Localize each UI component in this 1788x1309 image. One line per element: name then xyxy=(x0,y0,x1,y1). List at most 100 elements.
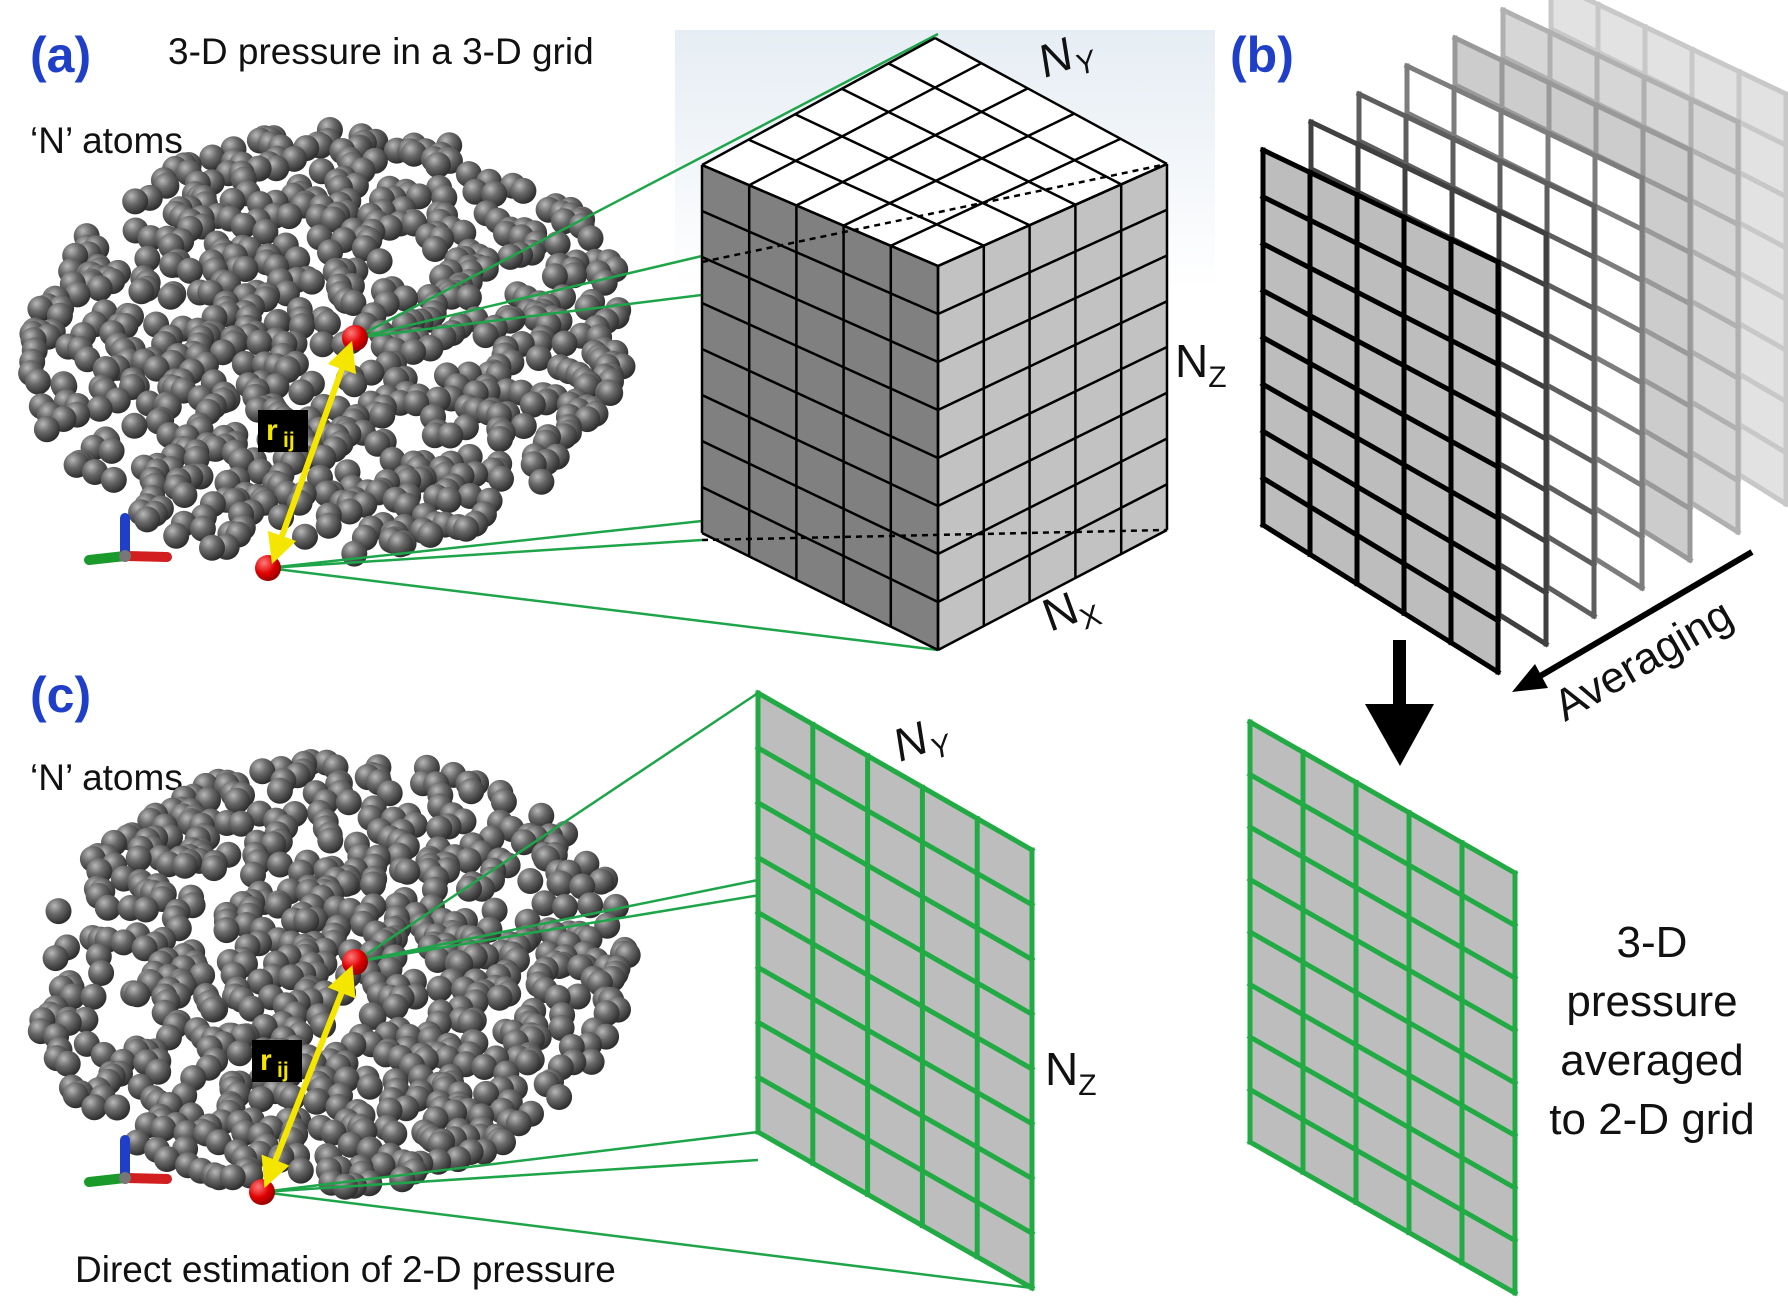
cube-left-face xyxy=(702,165,938,650)
atom xyxy=(54,1050,81,1077)
atom xyxy=(457,1009,484,1036)
atom xyxy=(132,896,159,923)
double-arrow-icon-c xyxy=(261,965,356,1188)
atom xyxy=(27,295,54,322)
atom xyxy=(153,1146,180,1172)
atom xyxy=(360,871,386,898)
atom xyxy=(389,1166,416,1193)
atom xyxy=(473,1080,500,1107)
atom xyxy=(574,294,601,321)
atom xyxy=(134,245,161,272)
atom xyxy=(435,487,462,513)
atom xyxy=(453,515,480,542)
atom xyxy=(510,829,537,856)
atom xyxy=(171,852,198,879)
panel-a-title: 3-D pressure in a 3-D grid xyxy=(168,31,594,72)
atom xyxy=(232,256,259,282)
atom xyxy=(528,802,555,829)
cube-top-face xyxy=(702,38,1167,266)
atom xyxy=(298,268,325,295)
atom xyxy=(335,789,362,816)
cube-right-face xyxy=(938,164,1167,650)
averaging-arrow-icon xyxy=(1528,549,1754,685)
atom xyxy=(455,847,482,874)
xyz-axes-icon-c xyxy=(84,1135,172,1187)
grid-layer xyxy=(1259,146,1502,676)
averaging-label: Averaging xyxy=(1546,590,1741,731)
panel-b: (b) Averaging 3-D pressure averaged to 2… xyxy=(1230,0,1788,1297)
atom xyxy=(224,787,251,814)
atom xyxy=(25,368,51,395)
caption-line-4: to 2-D grid xyxy=(1549,1095,1754,1144)
atom xyxy=(171,482,198,508)
atom xyxy=(510,413,537,439)
atom xyxy=(230,212,257,239)
atom xyxy=(80,983,107,1010)
atom xyxy=(382,993,409,1020)
atom xyxy=(488,465,514,492)
atom xyxy=(548,870,575,897)
rij-box xyxy=(258,410,308,452)
averaged-caption: 3-D pressure averaged to 2-D grid xyxy=(1549,918,1754,1144)
nz-label: NZ xyxy=(1175,335,1227,394)
rij-box-c xyxy=(252,1040,302,1082)
atom xyxy=(86,275,113,302)
atom xyxy=(200,996,227,1023)
atom xyxy=(94,894,121,921)
atom xyxy=(455,284,482,311)
atom xyxy=(150,1115,177,1142)
atom xyxy=(426,975,453,1002)
atom xyxy=(490,788,517,815)
atom xyxy=(444,1146,471,1173)
atom xyxy=(517,868,544,894)
rij-subscript: ij xyxy=(283,429,295,452)
atom xyxy=(394,858,421,885)
panel-c: (c) ‘N’ atoms r ij NY NZ Direct estimati… xyxy=(27,667,1097,1292)
atom xyxy=(486,984,513,1011)
nz-label-c: NZ xyxy=(1045,1043,1097,1102)
atom xyxy=(546,1084,573,1110)
atom-i-c xyxy=(342,949,368,975)
atom xyxy=(176,257,203,284)
atom xyxy=(228,810,255,837)
atom xyxy=(424,152,451,179)
atom xyxy=(238,995,265,1022)
atom xyxy=(62,1082,89,1109)
atom xyxy=(104,1094,131,1121)
atom xyxy=(544,231,571,258)
caption-line-1: 3-D xyxy=(1617,918,1688,967)
atom xyxy=(134,506,161,533)
atom xyxy=(266,777,293,804)
atom-j xyxy=(255,555,281,581)
panel-a-label: (a) xyxy=(30,27,91,83)
atom xyxy=(356,1073,383,1100)
3d-grid-cube xyxy=(700,36,1169,652)
atom-cloud-c xyxy=(27,749,641,1200)
rij-label-c: r xyxy=(260,1044,272,1077)
atom xyxy=(219,1164,246,1191)
atom xyxy=(531,890,558,917)
atom xyxy=(472,322,499,349)
atom xyxy=(143,355,170,382)
atom xyxy=(381,1120,408,1147)
atom xyxy=(122,188,149,215)
averaging-arrow-head xyxy=(1512,664,1548,692)
atom xyxy=(145,1058,172,1085)
atom xyxy=(303,1088,330,1115)
atom xyxy=(541,263,568,290)
atom xyxy=(551,330,578,357)
panel-b-label: (b) xyxy=(1230,27,1294,83)
direct-2d-grid xyxy=(754,689,1036,1292)
atom xyxy=(288,379,315,406)
atom xyxy=(98,437,125,464)
atom xyxy=(387,531,414,558)
atom xyxy=(157,283,184,310)
atom xyxy=(42,945,69,972)
atom xyxy=(422,236,448,262)
atom xyxy=(163,522,190,549)
ny-label-c: NY xyxy=(886,704,958,778)
atom xyxy=(199,144,226,171)
panel-c-atoms-label: ‘N’ atoms xyxy=(30,757,183,798)
stacked-layers xyxy=(1259,0,1788,676)
